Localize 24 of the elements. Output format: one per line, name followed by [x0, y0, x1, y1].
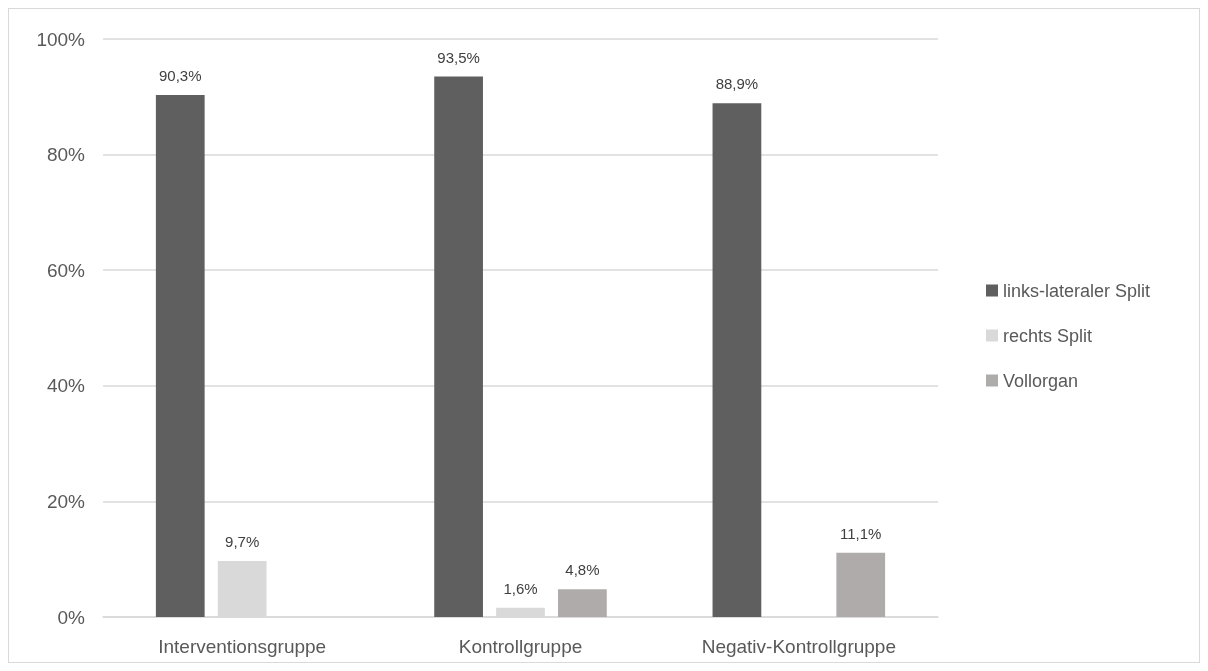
bar [155, 95, 205, 617]
legend-label: Vollorgan [1003, 370, 1079, 391]
data-label: 11,1% [840, 524, 882, 542]
data-label: 88,9% [715, 75, 759, 93]
bar [558, 589, 607, 617]
y-tick-label: 20% [46, 490, 86, 512]
y-tick-label: 40% [46, 375, 86, 397]
data-label: 1,6% [503, 579, 538, 597]
data-label: 93,5% [437, 48, 480, 66]
data-label: 4,8% [565, 561, 600, 579]
legend-label: rechts Split [1003, 325, 1093, 346]
x-tick-label: Kontrollgruppe [458, 636, 583, 657]
legend-label: links-lateraler Split [1003, 280, 1151, 301]
data-label: 9,7% [225, 532, 260, 550]
y-tick-label: 60% [46, 259, 86, 281]
bar [712, 103, 762, 617]
bar [434, 76, 483, 617]
bar [836, 552, 886, 617]
y-tick-label: 80% [46, 144, 86, 166]
data-label: 90,3% [158, 67, 202, 85]
x-tick-label: Negativ-Kontrollgruppe [701, 636, 897, 657]
y-tick-label: 100% [36, 28, 86, 50]
x-tick-label: Interventionsgruppe [158, 636, 327, 657]
y-tick-label: 0% [57, 606, 86, 628]
